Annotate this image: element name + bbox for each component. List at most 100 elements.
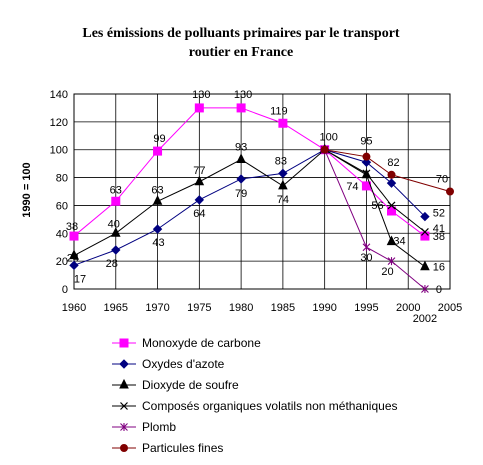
y-tick-label: 120 xyxy=(50,117,68,129)
data-point xyxy=(362,243,371,252)
legend-entry: Composés organiques volatils non méthani… xyxy=(112,399,398,413)
data-point xyxy=(69,249,79,260)
data-point xyxy=(362,169,371,178)
data-label: 24 xyxy=(67,253,79,265)
data-point xyxy=(386,178,397,188)
data-point xyxy=(152,224,163,234)
legend-marker xyxy=(120,444,128,452)
data-point xyxy=(420,231,430,241)
data-label: 83 xyxy=(275,155,287,167)
legend-label: Particules fines xyxy=(142,441,223,455)
data-label: 63 xyxy=(151,184,163,196)
x-tick-label: 2000 xyxy=(396,302,420,314)
data-label: 119 xyxy=(270,105,288,117)
series: 41 xyxy=(320,145,445,236)
x-tick-label: 1980 xyxy=(229,302,253,314)
data-point xyxy=(111,196,121,206)
data-label: 40 xyxy=(108,218,120,230)
x-tick-label: 1985 xyxy=(271,302,295,314)
data-label: 130 xyxy=(192,89,210,101)
data-label: 74 xyxy=(277,194,289,206)
data-point xyxy=(194,103,204,113)
x-tick-label-extra: 2002 xyxy=(413,313,437,325)
y-tick-label: 100 xyxy=(50,145,68,157)
data-point xyxy=(278,168,288,179)
y-tick-label: 0 xyxy=(62,284,68,296)
data-label: 38 xyxy=(433,231,445,243)
series: 24 40 63 77 93 74 34 16 xyxy=(67,141,445,273)
data-label: 79 xyxy=(235,188,247,200)
data-label: 16 xyxy=(433,262,445,274)
data-label: 30 xyxy=(360,252,372,264)
y-tick-label: 40 xyxy=(56,228,68,240)
data-label: 63 xyxy=(110,184,122,196)
data-point xyxy=(361,157,372,167)
data-label: 20 xyxy=(381,266,393,278)
legend-label: Composés organiques volatils non méthani… xyxy=(142,399,398,413)
data-point xyxy=(194,195,205,205)
data-point xyxy=(111,245,121,255)
data-point xyxy=(152,195,163,205)
legend-marker xyxy=(119,378,129,389)
x-tick-label: 2005 xyxy=(438,302,462,314)
data-label: 130 xyxy=(234,89,252,101)
plot-area: 0 20 40 60 80 100 120 140 1960 1965 1970 1975 1980 19… xyxy=(50,89,463,325)
data-label: 28 xyxy=(106,258,118,270)
data-label: 56 xyxy=(371,200,383,212)
x-tick-label: 1960 xyxy=(62,302,86,314)
series-line xyxy=(324,149,426,233)
chart-title-line-1: Les émissions de polluants primaires par… xyxy=(82,26,400,41)
data-point xyxy=(236,174,246,184)
x-tick-label: 1995 xyxy=(354,302,378,314)
data-point xyxy=(421,285,429,293)
data-label: 70 xyxy=(436,174,448,186)
series-line xyxy=(324,149,426,290)
data-label: 74 xyxy=(346,181,358,193)
legend-entry: Dioxyde de soufre xyxy=(112,378,239,392)
data-point xyxy=(69,231,79,241)
series: 30 20 0 xyxy=(320,145,442,296)
legend-marker xyxy=(120,423,128,431)
data-label: 77 xyxy=(193,165,205,177)
x-tick-label: 1970 xyxy=(145,302,169,314)
legend-marker xyxy=(119,359,129,369)
data-point xyxy=(387,170,396,179)
data-point xyxy=(420,211,430,222)
data-point xyxy=(278,179,288,190)
data-point xyxy=(236,153,246,163)
data-label: 95 xyxy=(360,136,372,148)
data-point xyxy=(387,201,396,210)
data-point xyxy=(446,187,454,196)
chart-title-line-2: routier en France xyxy=(189,45,293,60)
legend-marker xyxy=(120,402,128,410)
y-tick-label: 140 xyxy=(50,89,68,101)
data-point xyxy=(386,235,397,246)
legend-label: Oxydes d'azote xyxy=(142,357,225,371)
legend-entry: Particules fines xyxy=(112,441,223,455)
legend-entry: Monoxyde de carbone xyxy=(112,336,261,350)
legend: Monoxyde de carbone Oxydes d'azote Dioxyde… xyxy=(112,336,398,455)
data-label: 100 xyxy=(319,132,337,144)
legend-entry: Oxydes d'azote xyxy=(112,357,225,371)
series-line xyxy=(73,149,426,268)
data-point xyxy=(420,260,430,271)
data-point xyxy=(69,260,79,271)
data-label: 43 xyxy=(152,237,164,249)
data-point xyxy=(236,103,246,113)
data-label: 17 xyxy=(74,273,86,285)
data-label: 99 xyxy=(153,133,165,145)
legend-marker xyxy=(119,338,129,348)
data-label: 34 xyxy=(393,236,405,248)
legend-label: Dioxyde de soufre xyxy=(142,378,239,392)
data-label: 93 xyxy=(235,141,247,153)
series: 17 28 43 64 79 83 52 xyxy=(69,145,445,285)
data-label: 38 xyxy=(66,221,78,233)
y-tick-label: 20 xyxy=(56,256,68,268)
y-axis-label: 1990 = 100 xyxy=(21,162,33,217)
data-point xyxy=(387,257,396,266)
x-tick-label: 1965 xyxy=(104,302,128,314)
legend-label: Plomb xyxy=(142,420,176,434)
legend-label: Monoxyde de carbone xyxy=(142,336,261,350)
y-tick-label: 80 xyxy=(56,173,68,185)
